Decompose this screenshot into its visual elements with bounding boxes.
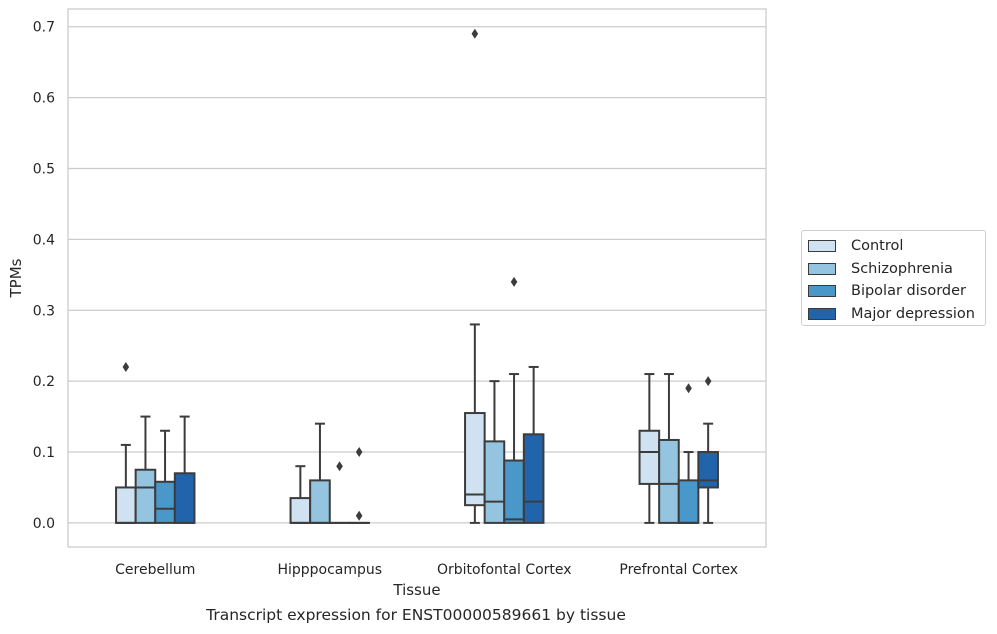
- outlier-point: [471, 28, 479, 39]
- box-group: [677, 383, 700, 524]
- y-axis-title: TPMs: [7, 258, 25, 298]
- x-tick-label: Orbitofontal Cortex: [437, 562, 572, 578]
- box: [134, 468, 157, 524]
- box: [173, 472, 196, 524]
- plot-area-frame: [67, 8, 767, 548]
- box-group: [464, 28, 486, 524]
- y-tick-label: 0.0: [33, 516, 55, 532]
- legend-label: Control: [851, 238, 904, 255]
- x-tick-label: Hipppocampus: [277, 562, 382, 578]
- y-tick-label: 0.7: [33, 20, 55, 36]
- outlier-point: [355, 510, 363, 521]
- box: [309, 479, 331, 524]
- y-tick-label: 0.5: [33, 161, 55, 177]
- legend-label: Bipolar disorder: [851, 283, 966, 300]
- y-axis-ticks: 0.0 0.1 0.2 0.3 0.4 0.5 0.6 0.7: [33, 20, 55, 532]
- outlier-point: [510, 276, 518, 287]
- x-axis-ticks: Cerebellum Hipppocampus Orbitofontal Corte…: [115, 562, 738, 578]
- box: [697, 451, 719, 489]
- x-axis-title: Tissue: [392, 581, 440, 599]
- legend-swatch: [808, 240, 836, 253]
- box-group: [134, 415, 157, 524]
- box-group: [638, 373, 661, 524]
- box: [483, 440, 506, 524]
- legend-item: Control: [808, 235, 985, 258]
- box: [638, 429, 661, 485]
- box-group: [697, 376, 719, 524]
- box: [464, 412, 486, 507]
- box: [503, 459, 525, 524]
- y-tick-label: 0.6: [33, 91, 55, 107]
- chart-caption: Transcript expression for ENST0000058966…: [206, 606, 626, 624]
- box-group: [522, 365, 545, 524]
- box-group: [309, 422, 331, 524]
- box-group: [503, 276, 525, 524]
- outlier-point: [685, 383, 692, 394]
- box-group: [483, 380, 506, 524]
- outlier-point: [704, 376, 712, 387]
- legend-item: Schizophrenia: [808, 258, 985, 281]
- y-tick-label: 0.4: [33, 232, 55, 248]
- box: [115, 486, 137, 524]
- box: [658, 438, 680, 524]
- legend-label: Schizophrenia: [851, 260, 953, 277]
- box-group: [289, 465, 312, 524]
- legend-swatch: [808, 307, 836, 320]
- legend-item: Bipolar disorder: [808, 280, 985, 303]
- box-group: [115, 361, 137, 524]
- box: [677, 479, 700, 524]
- box-group: [658, 373, 680, 524]
- legend-swatch: [808, 262, 836, 275]
- legend-swatch: [808, 285, 836, 298]
- box-group: [328, 461, 351, 524]
- y-tick-label: 0.1: [33, 445, 55, 461]
- box: [154, 480, 176, 524]
- y-tick-label: 0.2: [33, 374, 55, 390]
- box-group: [154, 429, 176, 524]
- outlier-point: [336, 461, 343, 472]
- box-group: [348, 447, 370, 524]
- box-group: [173, 415, 196, 524]
- legend-item: Major depression: [808, 303, 985, 326]
- x-tick-label: Cerebellum: [115, 562, 195, 578]
- box-plot-marks: [115, 28, 719, 524]
- y-tick-label: 0.3: [33, 303, 55, 319]
- box: [522, 433, 545, 524]
- legend: Control Schizophrenia Bipolar disorder Majo…: [801, 230, 986, 326]
- x-tick-label: Prefrontal Cortex: [619, 562, 738, 578]
- outlier-point: [355, 447, 363, 458]
- legend-label: Major depression: [851, 305, 975, 322]
- outlier-point: [122, 361, 130, 372]
- box: [289, 497, 312, 524]
